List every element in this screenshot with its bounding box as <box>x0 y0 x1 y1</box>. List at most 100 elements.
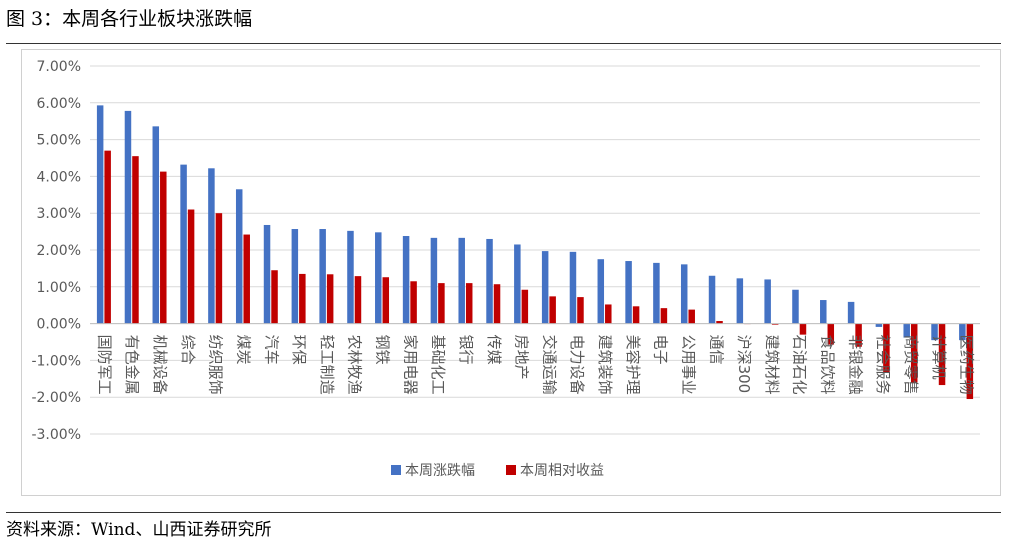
bar-relative-return <box>716 321 723 324</box>
y-tick-label: 4.00% <box>37 169 81 185</box>
x-category-label: 银行 <box>457 335 475 365</box>
x-category-label: 美容护理 <box>624 335 642 395</box>
x-category-label: 沪深300 <box>735 335 753 394</box>
bar-weekly-change <box>764 279 771 324</box>
x-category-label: 电子 <box>652 335 670 365</box>
x-category-label: 轻工制造 <box>318 335 336 395</box>
x-category-label: 社会服务 <box>874 335 892 395</box>
x-category-label: 计算机 <box>930 335 948 380</box>
x-category-label: 钢铁 <box>374 335 392 365</box>
bar-relative-return <box>354 276 362 324</box>
bar-relative-return <box>577 297 584 324</box>
bar-relative-return <box>688 309 695 324</box>
y-tick-label: 3.00% <box>37 206 81 222</box>
bar-weekly-change <box>541 251 549 324</box>
bar-weekly-change <box>402 236 410 324</box>
bar-relative-return <box>938 323 946 386</box>
y-tick-label: 5.00% <box>37 133 81 149</box>
y-tick-label: 7.00% <box>37 59 81 75</box>
x-category-label: 通信 <box>707 335 725 365</box>
x-category-label: 综合 <box>179 335 197 365</box>
x-category-label: 传媒 <box>485 335 503 365</box>
legend-label: 本周涨跌幅 <box>405 463 475 479</box>
x-category-label: 纺织服饰 <box>207 335 225 395</box>
x-category-label: 汽车 <box>262 335 280 365</box>
figure-title: 图 3：本周各行业板块涨跌幅 <box>6 8 253 30</box>
x-category-label: 非银金融 <box>846 335 864 395</box>
bar-weekly-change <box>875 323 883 327</box>
bar-relative-return <box>465 283 473 324</box>
y-tick-label: 6.00% <box>37 96 81 112</box>
bar-weekly-change <box>597 259 605 324</box>
bar-weekly-change <box>847 301 855 324</box>
bar-weekly-change <box>903 323 910 338</box>
bar-relative-return <box>326 274 334 324</box>
bar-relative-return <box>271 270 278 324</box>
bar-weekly-change <box>208 168 215 324</box>
bar-weekly-change <box>820 300 827 324</box>
bar-weekly-change <box>430 237 438 324</box>
bar-weekly-change <box>514 244 521 324</box>
x-category-label: 公用事业 <box>679 335 697 395</box>
y-tick-label: -2.00% <box>31 390 81 406</box>
bar-weekly-change <box>180 164 187 324</box>
bar-relative-return <box>493 284 501 324</box>
bar-weekly-change <box>235 189 243 324</box>
bar-relative-return <box>660 308 668 324</box>
y-tick-label: -1.00% <box>31 353 81 369</box>
x-category-label: 房地产 <box>513 335 531 380</box>
bar-weekly-change <box>931 323 938 341</box>
x-category-label: 交通运输 <box>540 335 558 395</box>
bar-relative-return <box>299 273 306 324</box>
x-category-label: 医药生物 <box>958 335 976 395</box>
x-category-label: 建筑装饰 <box>596 335 614 395</box>
x-category-label: 机械设备 <box>151 335 169 395</box>
bar-relative-return <box>799 323 807 335</box>
bar-weekly-change <box>680 264 688 324</box>
bar-relative-return <box>910 323 918 383</box>
x-category-label: 商贸零售 <box>902 335 920 395</box>
bar-weekly-change <box>291 229 299 324</box>
bar-relative-return <box>132 156 139 324</box>
bar-weekly-change <box>792 289 799 324</box>
x-category-label: 食品饮料 <box>819 335 837 395</box>
legend-swatch <box>391 465 401 475</box>
bar-relative-return <box>966 323 974 400</box>
bar-weekly-change <box>708 275 716 324</box>
bar-relative-return <box>104 150 111 324</box>
bar-relative-return <box>883 323 890 373</box>
x-category-label: 电力设备 <box>568 335 586 395</box>
bar-relative-return <box>605 304 612 324</box>
x-category-label: 有色金属 <box>123 335 141 395</box>
bar-relative-return <box>549 296 556 324</box>
bar-relative-return <box>438 283 445 324</box>
source-note: 资料来源：Wind、山西证券研究所 <box>6 520 272 540</box>
bar-weekly-change <box>569 251 577 324</box>
bar-relative-return <box>521 289 529 324</box>
bar-relative-return <box>243 234 250 324</box>
bar-weekly-change <box>736 278 744 324</box>
bar-relative-return <box>382 277 390 324</box>
y-tick-label: 1.00% <box>37 280 81 296</box>
y-tick-label: 0.00% <box>37 317 81 333</box>
x-category-label: 农林牧渔 <box>346 335 364 395</box>
bar-weekly-change <box>319 229 326 324</box>
top-divider <box>6 43 1001 44</box>
bar-weekly-change <box>96 105 104 324</box>
legend-label: 本周相对收益 <box>520 463 604 479</box>
bar-weekly-change <box>263 224 271 324</box>
chart-frame <box>21 49 1001 496</box>
x-category-label: 建筑材料 <box>763 335 781 395</box>
bar-weekly-change <box>625 261 632 324</box>
bar-relative-return <box>187 209 195 324</box>
bar-weekly-change <box>458 237 465 324</box>
bar-weekly-change <box>375 232 382 324</box>
x-category-label: 煤炭 <box>234 335 252 365</box>
bar-relative-return <box>215 213 223 324</box>
x-category-label: 基础化工 <box>429 335 447 395</box>
y-tick-label: -3.00% <box>31 427 81 443</box>
bar-weekly-change <box>653 262 660 324</box>
bar-relative-return <box>160 171 167 324</box>
bar-relative-return <box>632 306 640 324</box>
